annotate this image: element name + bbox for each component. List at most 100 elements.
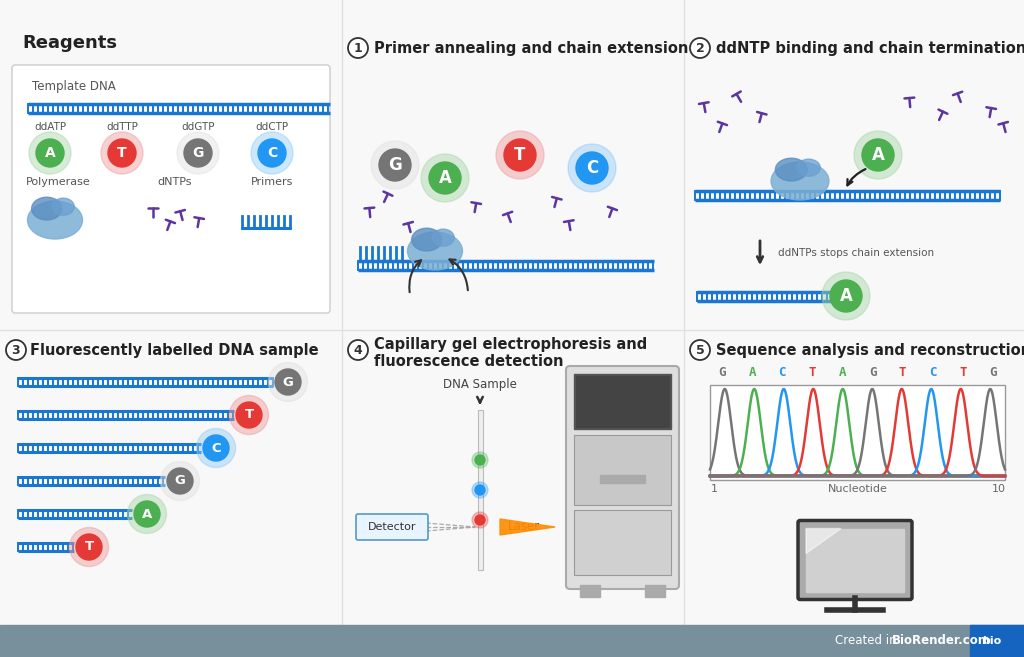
Text: T: T — [84, 541, 93, 553]
Circle shape — [268, 363, 307, 401]
Ellipse shape — [28, 201, 83, 239]
Circle shape — [690, 340, 710, 360]
Circle shape — [134, 501, 160, 527]
Circle shape — [36, 139, 63, 167]
Circle shape — [6, 340, 26, 360]
Circle shape — [167, 468, 193, 494]
Text: C: C — [929, 367, 937, 380]
Text: 3: 3 — [11, 344, 20, 357]
Text: T: T — [959, 367, 967, 380]
Circle shape — [475, 515, 485, 525]
Text: Sequence analysis and reconstruction: Sequence analysis and reconstruction — [716, 342, 1024, 357]
Text: ddTTP: ddTTP — [106, 122, 138, 132]
Text: G: G — [283, 376, 294, 388]
Bar — [477, 410, 482, 570]
Bar — [580, 585, 600, 597]
Text: A: A — [871, 146, 885, 164]
Circle shape — [29, 132, 71, 174]
Text: dNTPs: dNTPs — [158, 177, 193, 187]
Circle shape — [161, 461, 200, 501]
Text: C: C — [211, 442, 221, 455]
Text: 10: 10 — [992, 484, 1006, 494]
Text: A: A — [438, 169, 452, 187]
Text: 1: 1 — [353, 41, 362, 55]
Polygon shape — [806, 528, 841, 553]
Text: A: A — [749, 367, 756, 380]
Ellipse shape — [412, 228, 442, 251]
Bar — [645, 585, 665, 597]
Text: Polymerase: Polymerase — [26, 177, 90, 187]
Ellipse shape — [32, 197, 61, 220]
Text: Capillary gel electrophoresis and: Capillary gel electrophoresis and — [374, 336, 647, 351]
Text: T: T — [899, 367, 906, 380]
Text: Laser: Laser — [508, 520, 540, 533]
Circle shape — [429, 162, 461, 194]
Text: G: G — [193, 146, 204, 160]
FancyBboxPatch shape — [12, 65, 330, 313]
Ellipse shape — [52, 198, 75, 215]
Text: Detector: Detector — [368, 522, 416, 532]
Text: BioRender.com: BioRender.com — [892, 635, 991, 648]
Ellipse shape — [771, 162, 829, 200]
Text: Reagents: Reagents — [22, 34, 117, 52]
Circle shape — [690, 38, 710, 58]
Ellipse shape — [432, 229, 455, 246]
Bar — [710, 385, 1005, 480]
Circle shape — [251, 132, 293, 174]
Text: Primer annealing and chain extension: Primer annealing and chain extension — [374, 41, 688, 55]
Text: A: A — [45, 146, 55, 160]
Circle shape — [371, 141, 419, 189]
Bar — [806, 528, 904, 591]
Text: C: C — [267, 146, 278, 160]
Text: T: T — [117, 146, 127, 160]
Text: 1: 1 — [711, 484, 718, 494]
Text: ddGTP: ddGTP — [181, 122, 215, 132]
Text: A: A — [839, 367, 846, 380]
Circle shape — [472, 482, 488, 498]
Text: C: C — [778, 367, 786, 380]
Bar — [575, 376, 669, 427]
Bar — [574, 510, 671, 575]
Text: G: G — [174, 474, 185, 487]
Bar — [574, 435, 671, 505]
Bar — [970, 625, 1024, 657]
Text: A: A — [142, 507, 153, 520]
Circle shape — [101, 132, 143, 174]
Text: G: G — [868, 367, 877, 380]
Circle shape — [830, 280, 862, 312]
Circle shape — [203, 435, 229, 461]
Text: ddNTPs stops chain extension: ddNTPs stops chain extension — [778, 248, 934, 258]
Text: ddCTP: ddCTP — [255, 122, 289, 132]
Bar — [0, 625, 1024, 657]
Circle shape — [472, 452, 488, 468]
Text: T: T — [245, 409, 254, 422]
Bar — [574, 374, 671, 429]
Text: Created in: Created in — [835, 635, 900, 648]
Text: ddNTP binding and chain termination: ddNTP binding and chain termination — [716, 41, 1024, 55]
Ellipse shape — [797, 159, 820, 176]
Text: 5: 5 — [695, 344, 705, 357]
Circle shape — [258, 139, 286, 167]
Text: ddATP: ddATP — [34, 122, 67, 132]
Text: G: G — [388, 156, 401, 174]
Circle shape — [236, 402, 262, 428]
Text: T: T — [809, 367, 816, 380]
Circle shape — [475, 485, 485, 495]
Circle shape — [575, 152, 608, 184]
Circle shape — [348, 340, 368, 360]
FancyBboxPatch shape — [356, 514, 428, 540]
Circle shape — [177, 132, 219, 174]
Circle shape — [76, 534, 102, 560]
Bar — [600, 475, 645, 483]
Text: T: T — [514, 146, 525, 164]
Text: G: G — [718, 367, 726, 380]
Text: C: C — [586, 159, 598, 177]
Circle shape — [472, 512, 488, 528]
FancyBboxPatch shape — [798, 520, 912, 599]
Circle shape — [197, 428, 236, 468]
Circle shape — [70, 528, 109, 566]
Text: Template DNA: Template DNA — [32, 80, 116, 93]
Circle shape — [229, 396, 268, 434]
Circle shape — [496, 131, 544, 179]
Text: Primers: Primers — [251, 177, 293, 187]
